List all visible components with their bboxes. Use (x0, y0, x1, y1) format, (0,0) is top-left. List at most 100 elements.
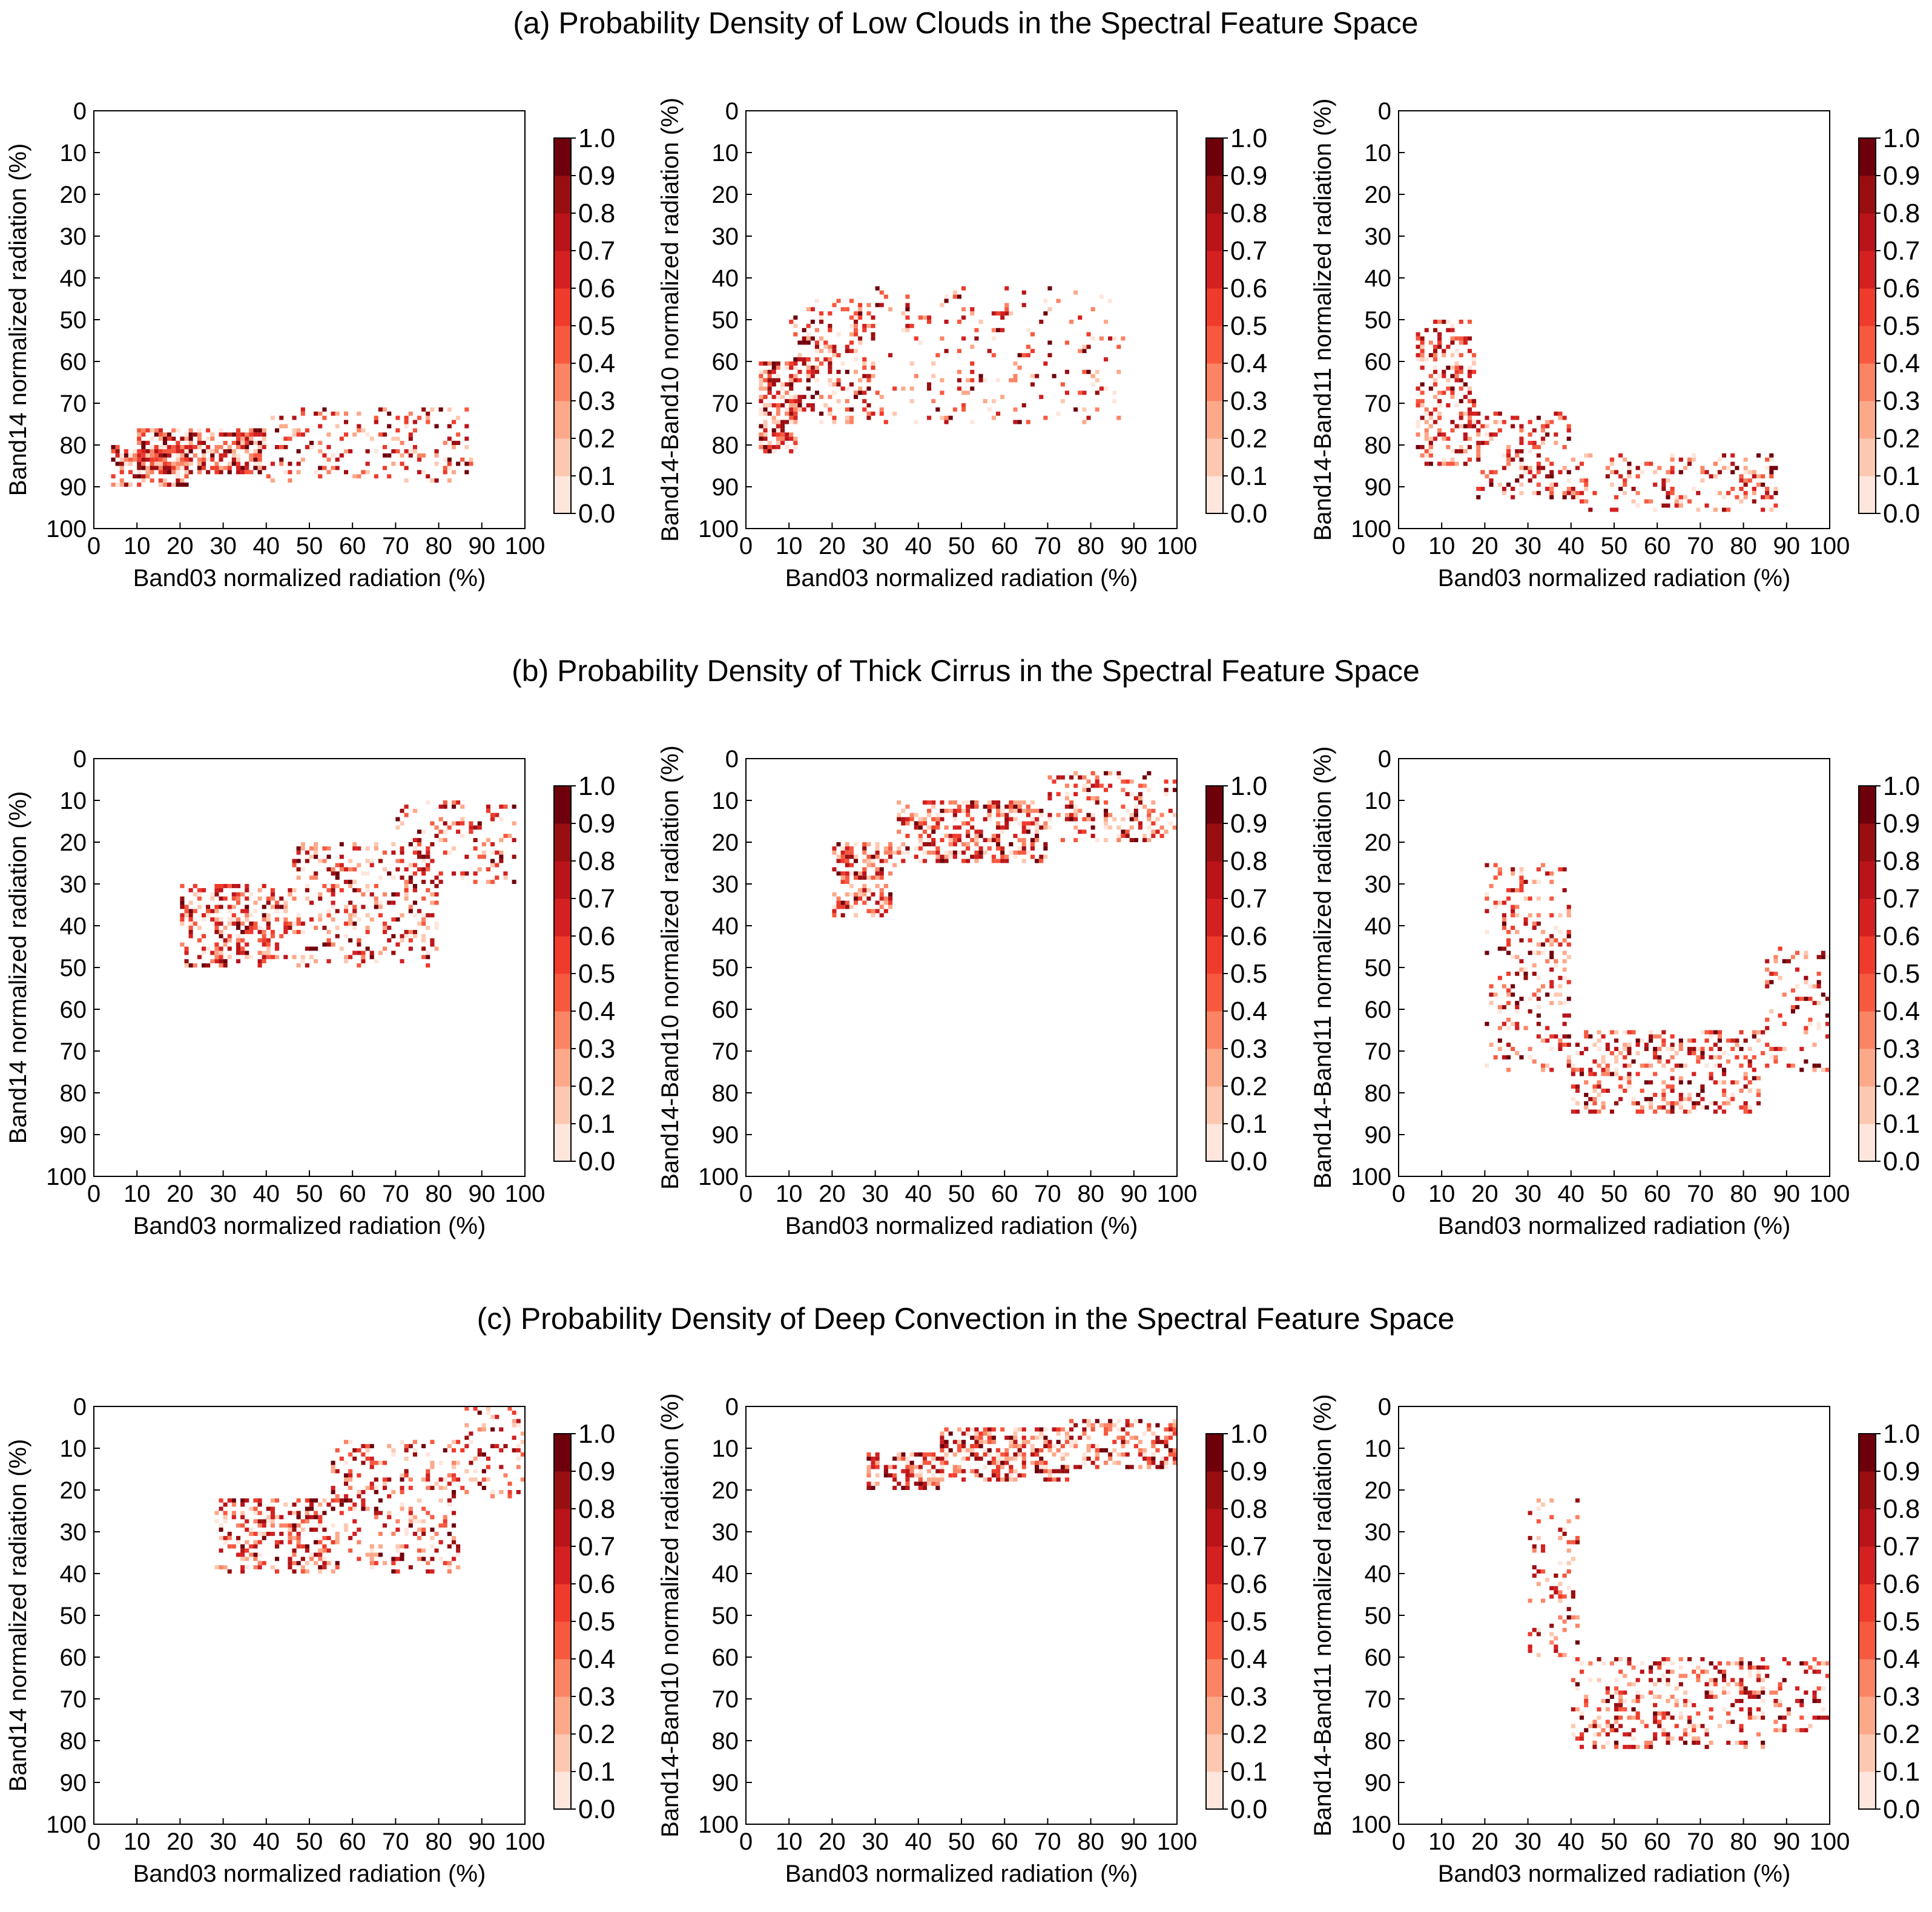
density-cell (292, 859, 297, 863)
density-cell (1523, 1026, 1528, 1030)
colorbar-tick-label: 0.3 (1883, 1034, 1920, 1064)
density-cell (1164, 788, 1169, 793)
density-cell (1043, 1427, 1048, 1432)
density-cell (1541, 929, 1546, 934)
density-cell (1064, 1431, 1069, 1436)
density-cell (1013, 834, 1018, 839)
x-tick-label: 30 (1514, 533, 1541, 559)
y-axis-label: Band14-Band11 normalized radiation (%) (1310, 1394, 1336, 1837)
density-cell (828, 407, 832, 412)
density-cell (1761, 474, 1766, 479)
density-cell (1696, 1047, 1701, 1051)
density-cell (1536, 466, 1541, 470)
density-cell (767, 411, 772, 416)
density-cell (305, 1548, 309, 1553)
density-cell (940, 391, 945, 395)
density-cell (111, 449, 116, 453)
density-cell (961, 859, 966, 863)
density-cell (1151, 1456, 1156, 1461)
density-cell (1765, 487, 1770, 491)
density-cell (763, 378, 768, 383)
density-cell (227, 921, 232, 926)
density-cell (335, 926, 340, 930)
density-cell (305, 859, 309, 863)
density-cell (1765, 1665, 1770, 1670)
density-cell (426, 420, 430, 424)
density-cell (1073, 1465, 1078, 1469)
density-cell (1799, 1728, 1804, 1733)
density-cell (1450, 323, 1455, 328)
density-cell (1545, 1063, 1550, 1068)
density-cell (1026, 1440, 1030, 1445)
density-cell (1804, 975, 1808, 980)
density-cell (309, 441, 314, 445)
density-cell (1069, 1444, 1074, 1448)
density-cell (983, 1452, 987, 1457)
density-cell (1644, 1096, 1649, 1101)
density-cell (849, 332, 854, 337)
density-cell (1666, 1678, 1670, 1683)
density-cell (400, 1473, 404, 1478)
density-cell (348, 921, 353, 926)
density-cell (133, 453, 137, 458)
density-cell (1761, 495, 1766, 499)
density-cell (776, 374, 780, 378)
colorbar-segment (1206, 438, 1223, 476)
density-cell (464, 1469, 469, 1474)
density-cell (245, 951, 249, 955)
density-cell (1743, 457, 1748, 462)
density-cell (520, 1477, 525, 1482)
density-cell (1506, 1067, 1511, 1072)
density-cell (486, 1456, 490, 1461)
density-cell (404, 478, 409, 483)
density-cell (1467, 411, 1472, 416)
density-cell (789, 449, 794, 453)
density-cell (395, 1557, 400, 1561)
density-cell (1812, 1699, 1817, 1703)
density-cell (188, 432, 193, 437)
density-cell (395, 1519, 400, 1524)
density-cell (832, 382, 837, 387)
density-cell (871, 1456, 875, 1461)
density-cell (283, 909, 288, 914)
density-cell (1549, 1001, 1554, 1006)
density-cell (1649, 1080, 1653, 1085)
density-cell (266, 946, 271, 951)
density-cell (1039, 395, 1044, 400)
density-cell (1804, 1661, 1808, 1666)
density-cell (1558, 1615, 1563, 1620)
colorbar-tick-label: 0.1 (1883, 461, 1920, 491)
density-cell (875, 909, 880, 914)
density-cell (421, 1444, 426, 1448)
density-cell (806, 403, 811, 407)
density-cell (408, 1565, 413, 1570)
density-cell (1799, 1047, 1804, 1051)
density-cell (1670, 1101, 1675, 1106)
density-cell (970, 420, 975, 424)
density-cell (1099, 1448, 1104, 1452)
density-cell (776, 420, 780, 424)
colorbar-tick-label: 0.1 (578, 1757, 615, 1787)
density-cell (236, 445, 241, 449)
density-cell (1116, 1460, 1121, 1465)
density-cell (935, 850, 940, 855)
density-cell (832, 867, 837, 872)
density-cell (326, 913, 331, 918)
density-cell (1454, 378, 1459, 383)
density-cell (438, 1557, 443, 1561)
density-cell (1678, 1093, 1683, 1097)
density-cell (1528, 470, 1532, 475)
density-cell (452, 800, 457, 805)
density-cell (1640, 1719, 1644, 1724)
density-cell (408, 1444, 413, 1448)
density-cell (883, 900, 888, 905)
density-cell (1605, 1724, 1610, 1729)
density-cell (961, 821, 966, 826)
density-cell (1489, 432, 1494, 437)
density-cell (1043, 361, 1048, 366)
colorbar-tick-label: 0.9 (1230, 161, 1267, 191)
density-cell (193, 892, 197, 897)
density-cell (219, 959, 223, 964)
density-cell (914, 825, 918, 830)
density-cell (759, 441, 763, 445)
